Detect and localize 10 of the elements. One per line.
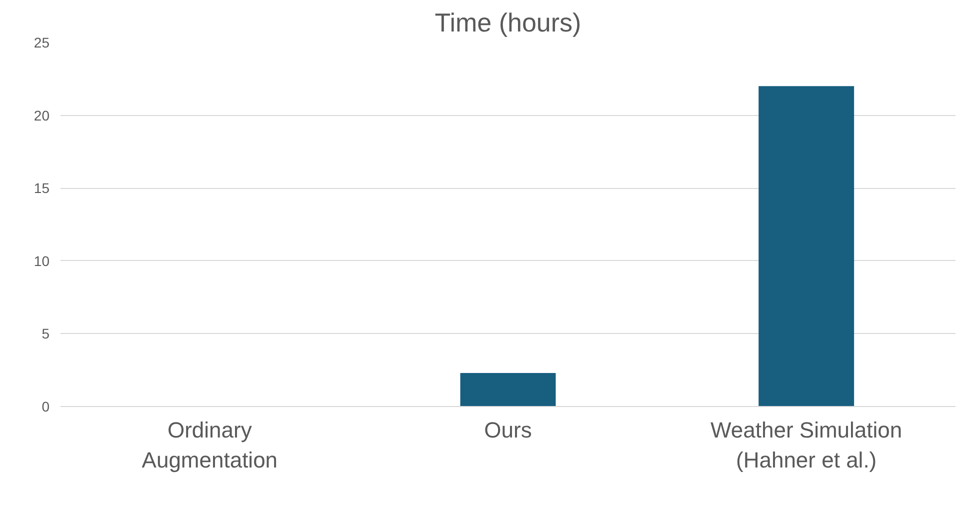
chart-title: Time (hours)	[434, 8, 582, 38]
x-tick-label: Ordinary Augmentation	[142, 418, 278, 472]
y-tick-label: 5	[42, 326, 50, 342]
y-tick-label: 10	[34, 252, 50, 269]
y-tick-label: 25	[34, 34, 50, 50]
y-tick-label: 15	[34, 180, 50, 196]
x-tick-label: Weather Simulation (Hahner et al.)	[710, 418, 902, 472]
y-tick-label: 20	[34, 107, 50, 124]
y-tick-label: 0	[42, 398, 50, 414]
x-tick-label: Ours	[484, 418, 532, 442]
